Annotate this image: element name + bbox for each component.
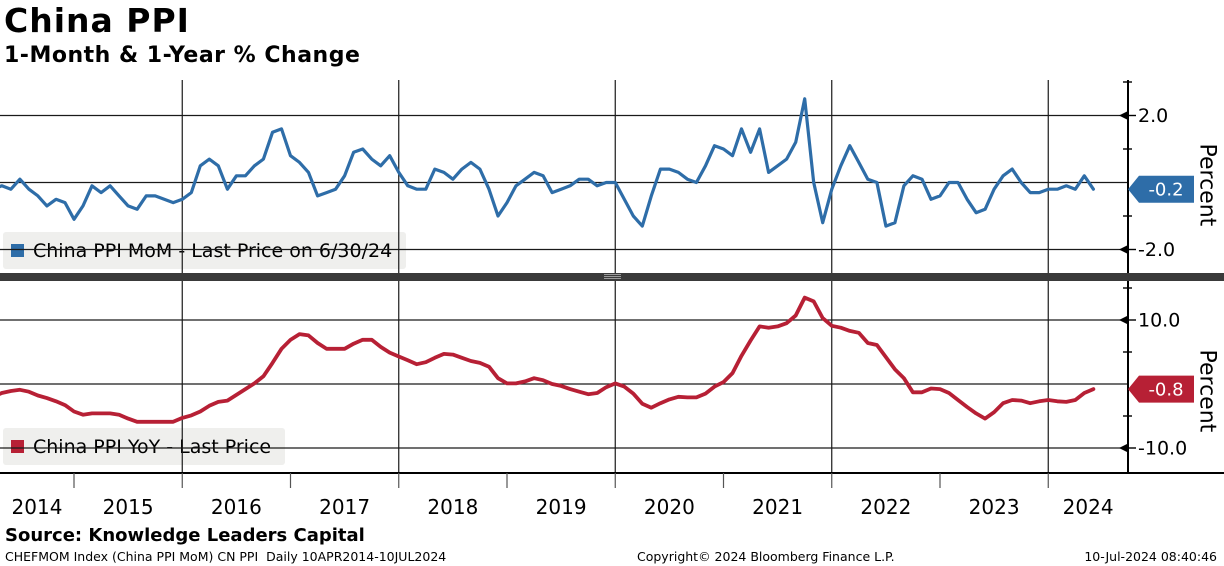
legend-yoy-label: China PPI YoY - Last Price [33, 435, 272, 458]
legend-mom: China PPI MoM - Last Price on 6/30/24 [3, 232, 407, 269]
y-axis-tick-label: -2.0 [1138, 239, 1175, 261]
x-axis-year-label: 2024 [1063, 495, 1114, 519]
major-tick-arrow-icon [1119, 245, 1128, 254]
x-axis-year-label: 2022 [860, 495, 911, 519]
last-price-badge [1128, 175, 1194, 203]
x-axis-year-label: 2018 [427, 495, 478, 519]
chart-title: China PPI [4, 1, 190, 40]
last-price-badge-value: -0.2 [1148, 180, 1183, 201]
x-axis-year-label: 2019 [536, 495, 587, 519]
legend-mom-label: China PPI MoM - Last Price on 6/30/24 [33, 239, 393, 262]
panel-separator [0, 273, 1224, 281]
y-axis-tick-label: 2.0 [1138, 105, 1168, 127]
separator-grip-handle[interactable] [604, 274, 621, 280]
footer-timestamp: 10-Jul-2024 08:40:46 [1084, 549, 1217, 564]
x-axis-year-label: 2014 [12, 495, 63, 519]
mom-line-series [0, 97, 1096, 228]
yoy-line-series [0, 295, 1096, 424]
chart-subtitle: 1-Month & 1-Year % Change [4, 43, 361, 68]
major-tick-arrow-icon [1119, 443, 1128, 453]
y-axis-tick-label: 10.0 [1138, 310, 1180, 332]
legend-yoy: China PPI YoY - Last Price [3, 428, 286, 465]
footer-ticker-info: CHEFMOM Index (China PPI MoM) CN PPI Dai… [5, 549, 447, 564]
yoy-swatch-icon [11, 440, 24, 453]
major-tick-arrow-icon [1119, 111, 1128, 120]
x-axis-year-label: 2016 [211, 495, 262, 519]
percent-label-bottom: Percent [1194, 349, 1220, 433]
x-axis-year-label: 2023 [969, 495, 1020, 519]
major-tick-arrow-icon [1119, 315, 1128, 325]
mom-swatch-icon [11, 244, 24, 257]
x-axis-year-label: 2020 [644, 495, 695, 519]
footer-copyright: Copyright© 2024 Bloomberg Finance L.P. [637, 549, 895, 564]
percent-label-top: Percent [1194, 143, 1220, 227]
y-axis-tick-label: -10.0 [1138, 438, 1187, 460]
x-axis-year-label: 2017 [319, 495, 370, 519]
last-price-badge-value: -0.8 [1148, 380, 1183, 401]
source-line: Source: Knowledge Leaders Capital [5, 525, 365, 546]
last-price-badge [1128, 375, 1194, 403]
x-axis-year-label: 2015 [103, 495, 154, 519]
x-axis-year-label: 2021 [752, 495, 803, 519]
